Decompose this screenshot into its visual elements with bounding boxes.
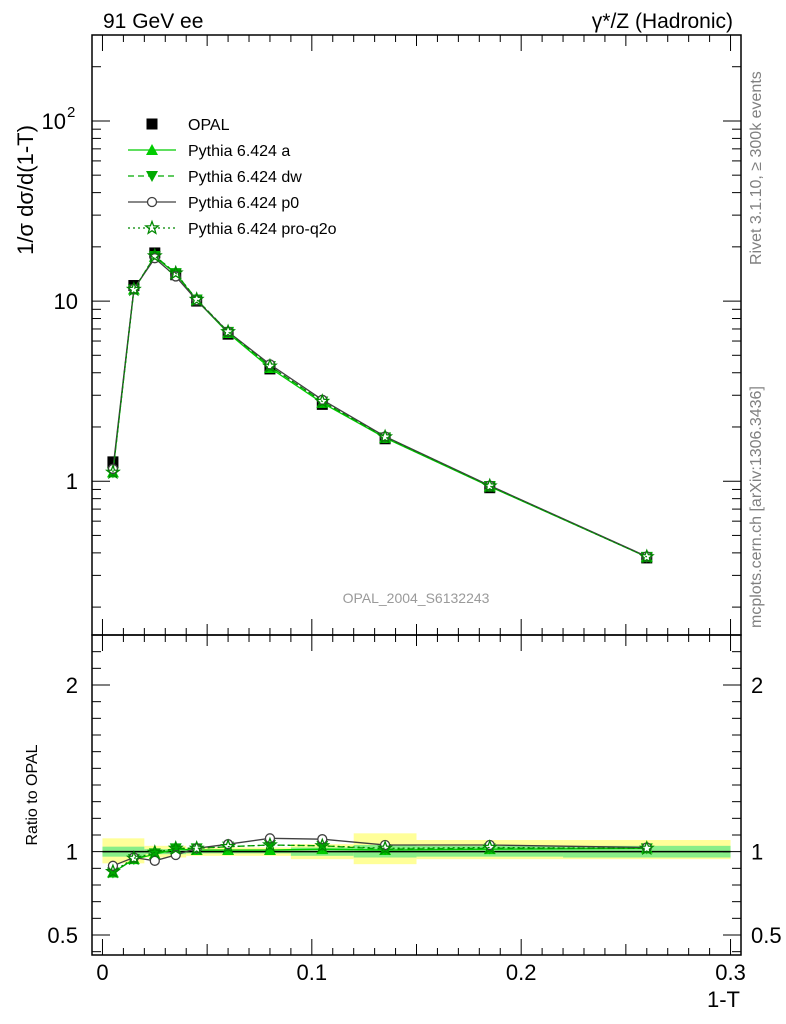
legend-label-pythia-6-424-pro-q2o: Pythia 6.424 pro-q2o xyxy=(188,221,337,238)
ratio-point-pythia-6-424-pro-q2o xyxy=(481,839,498,855)
ratio-y-tick-label-right: 1 xyxy=(751,840,763,865)
ratio-point-pythia-6-424-pro-q2o xyxy=(125,849,142,866)
ratio-point-pythia-6-424-dw xyxy=(148,848,161,860)
main-point-pythia-6-424-pro-q2o xyxy=(125,281,142,297)
ratio-y-tick-label-right: 2 xyxy=(751,673,763,698)
main-point-pythia-6-424-pro-q2o xyxy=(481,477,498,493)
rivet-label: Rivet 3.1.10, ≥ 300k events xyxy=(748,71,765,265)
ratio-y-axis-label: Ratio to OPAL xyxy=(24,744,41,845)
x-tick-label: 0.2 xyxy=(506,960,537,985)
main-point-pythia-6-424-pro-q2o xyxy=(262,357,278,373)
legend-label-pythia-6-424-dw: Pythia 6.424 dw xyxy=(188,169,302,186)
legend-marker-pythia-6-424-a xyxy=(146,144,158,155)
ratio-y-tick-label: 1 xyxy=(66,840,78,865)
mcplots-label: mcplots.cern.ch [arXiv:1306.3436] xyxy=(748,386,765,628)
legend-label-opal: OPAL xyxy=(188,117,230,134)
main-point-opal xyxy=(107,456,119,468)
legend-label-pythia-6-424-p0: Pythia 6.424 p0 xyxy=(188,195,299,212)
main-point-pythia-6-424-pro-q2o xyxy=(146,247,163,263)
main-point-pythia-6-424-pro-q2o xyxy=(167,264,184,280)
legend-marker-pythia-6-424-dw xyxy=(146,171,158,182)
main-point-pythia-6-424-pro-q2o xyxy=(104,463,121,480)
legend-label-pythia-6-424-a: Pythia 6.424 a xyxy=(188,143,290,160)
ratio-point-pythia-6-424-pro-q2o xyxy=(377,839,394,856)
x-tick-label: 0.3 xyxy=(715,960,746,985)
ratio-frame xyxy=(91,634,742,956)
legend-marker-pythia-6-424-p0 xyxy=(146,196,158,208)
ratio-point-pythia-6-424-pro-q2o xyxy=(262,836,278,852)
y-tick-label: 10 xyxy=(54,289,78,314)
y-tick-label: 10 xyxy=(42,109,66,134)
ratio-point-pythia-6-424-pro-q2o xyxy=(146,844,163,860)
ratio-point-pythia-6-424-pro-q2o xyxy=(104,863,121,879)
header-left: 91 GeV ee xyxy=(103,10,203,33)
x-tick-label: 0 xyxy=(96,960,108,985)
ratio-y-tick-label-right: 0.5 xyxy=(751,923,782,948)
ratio-y-tick-label: 2 xyxy=(66,673,78,698)
main-point-pythia-6-424-pro-q2o xyxy=(638,548,655,564)
x-tick-label: 0.1 xyxy=(297,960,328,985)
main-y-axis-label: 1/σ dσ/d(1-T) xyxy=(13,125,38,255)
main-point-pythia-6-424-pro-q2o xyxy=(314,393,331,409)
analysis-watermark: OPAL_2004_S6132243 xyxy=(343,590,490,606)
ratio-point-pythia-6-424-pro-q2o xyxy=(314,837,331,853)
ratio-y-tick-label: 0.5 xyxy=(47,923,78,948)
ratio-series xyxy=(104,833,655,879)
plot-frames xyxy=(91,34,742,956)
ratio-point-pythia-6-424-pro-q2o xyxy=(220,838,237,854)
ratio-point-pythia-6-424-p0 xyxy=(149,855,160,866)
main-point-pythia-6-424-p0 xyxy=(191,295,202,306)
main-line-pythia-6-424-pro-q2o xyxy=(112,255,648,558)
main-point-pythia-6-424-pro-q2o xyxy=(220,323,237,339)
main-point-pythia-6-424-pro-q2o xyxy=(188,291,205,307)
ratio-point-pythia-6-424-pro-q2o xyxy=(638,839,655,856)
x-axis-label: 1-T xyxy=(707,987,740,1012)
header-right: γ*/Z (Hadronic) xyxy=(592,10,733,33)
legend-marker-pythia-6-424-pro-q2o xyxy=(144,219,160,235)
ratio-point-pythia-6-424-pro-q2o xyxy=(188,839,205,856)
legend: OPAL Pythia 6.424 a Pythia 6.424 dw Pythia … xyxy=(128,117,337,238)
y-tick-label: 1 xyxy=(66,469,78,494)
main-series xyxy=(104,247,655,564)
legend-marker-opal xyxy=(146,118,158,130)
ratio-line-pythia-6-424-pro-q2o xyxy=(112,844,647,873)
ratio-point-pythia-6-424-pro-q2o xyxy=(167,839,184,856)
main-point-pythia-6-424-pro-q2o xyxy=(377,428,394,444)
y-tick-exponent: 2 xyxy=(67,104,75,121)
ratio-point-pythia-6-424-dw xyxy=(106,867,119,879)
